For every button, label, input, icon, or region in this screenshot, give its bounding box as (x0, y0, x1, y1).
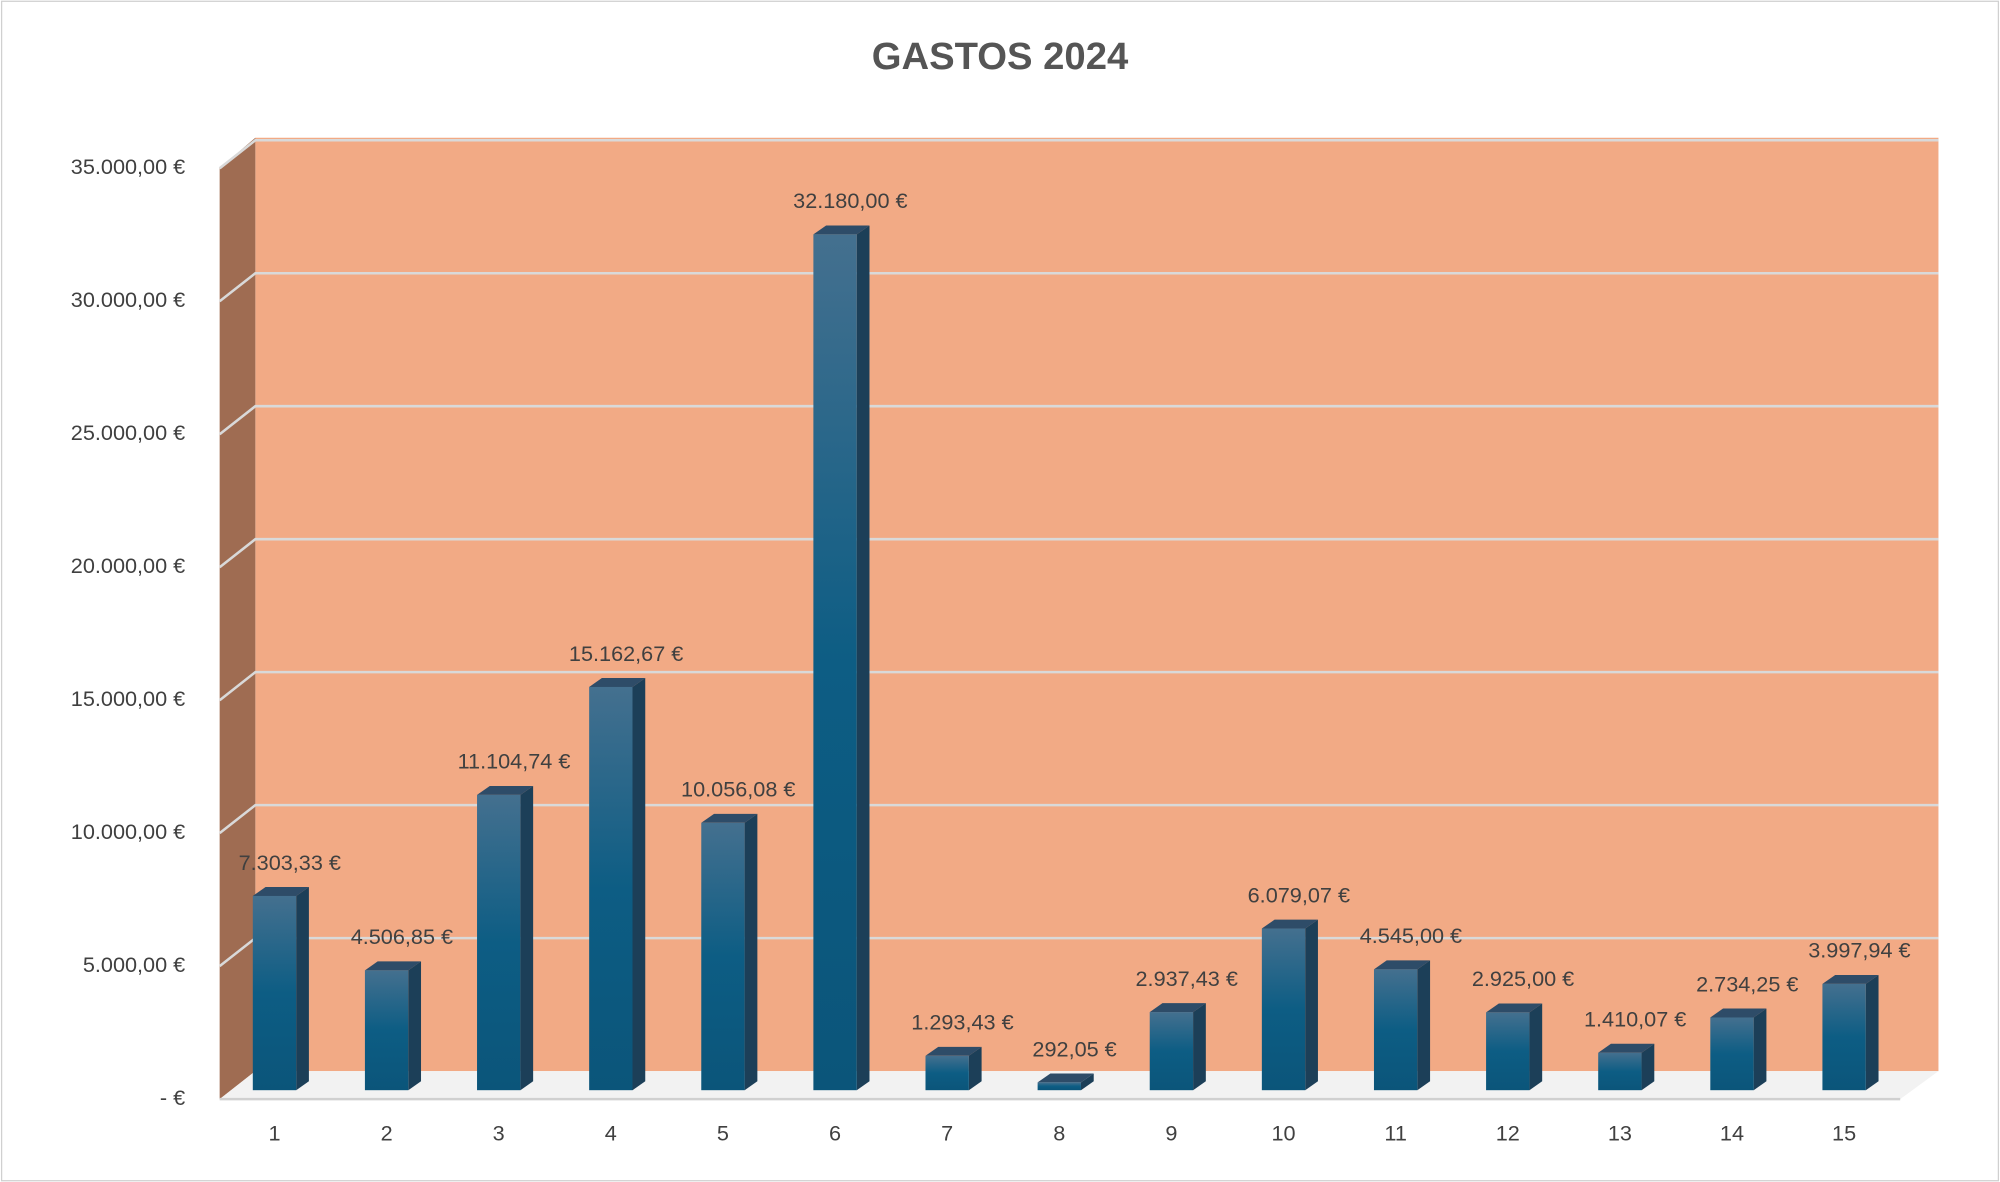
value-label: 10.056,08 € (681, 777, 795, 802)
bar-side (632, 678, 646, 1091)
bar-top (252, 887, 309, 896)
x-tick-label: 12 (1496, 1121, 1520, 1146)
bar-side (1305, 919, 1318, 1091)
x-tick-label: 11 (1384, 1121, 1406, 1146)
bar (813, 234, 857, 1091)
x-tick-label: 13 (1608, 1121, 1632, 1146)
bar-side (520, 785, 534, 1091)
bar-side (968, 1046, 982, 1091)
bar-side (1080, 1073, 1094, 1091)
x-tick-label: 7 (941, 1121, 953, 1146)
value-label: 7.303,33 € (239, 850, 341, 875)
bar-top (364, 961, 422, 971)
bar (589, 686, 633, 1091)
bar-top (1261, 919, 1318, 929)
bar-top (589, 678, 646, 687)
bar (701, 822, 745, 1091)
grid-line (218, 670, 1939, 702)
grid-line (218, 271, 1939, 303)
bar (1261, 928, 1306, 1091)
x-tick-label: 3 (493, 1121, 505, 1146)
value-label: 1.410,07 € (1584, 1007, 1686, 1032)
y-tick-label: 5.000,00 € (83, 952, 185, 977)
y-tick-label: 10.000,00 € (71, 819, 185, 844)
bar-top (1373, 960, 1431, 970)
bar-side (1529, 1003, 1543, 1091)
chart-title: GASTOS 2024 (872, 35, 1129, 78)
x-tick-label: 6 (829, 1121, 841, 1146)
bar (477, 794, 521, 1091)
x-tick-label: 9 (1165, 1121, 1177, 1146)
grid-line (218, 404, 1939, 436)
bar (1710, 1017, 1754, 1091)
bar (364, 970, 409, 1091)
value-label: 11.104,74 € (458, 749, 571, 774)
bar-side (1865, 974, 1879, 1091)
bar-top (925, 1046, 982, 1056)
bar-side (856, 225, 870, 1091)
y-tick-label: 30.000,00 € (71, 287, 185, 312)
bar-side (1641, 1043, 1655, 1091)
bar-top (813, 225, 870, 235)
x-tick-label: 10 (1271, 1121, 1295, 1146)
y-tick-label: 35.000,00 € (71, 154, 185, 179)
value-label: 32.180,00 € (793, 188, 907, 213)
bar-side (1193, 1003, 1206, 1091)
x-tick-label: 4 (605, 1121, 617, 1146)
bar-side (1753, 1008, 1767, 1091)
value-label: 2.734,25 € (1696, 971, 1798, 996)
value-label: 1.293,43 € (911, 1010, 1013, 1035)
value-label: 4.506,85 € (351, 924, 453, 949)
y-tick-label: 20.000,00 € (71, 553, 185, 578)
bar-top (1149, 1003, 1206, 1013)
grid-line (218, 537, 1939, 569)
bar (1822, 983, 1866, 1091)
x-tick-label: 8 (1053, 1121, 1065, 1146)
value-label: 2.937,43 € (1136, 966, 1238, 991)
bar-top (1822, 974, 1879, 984)
bar-top (1037, 1073, 1094, 1083)
value-label: 6.079,07 € (1248, 882, 1350, 907)
bar-top (1710, 1008, 1767, 1018)
bar-side (744, 813, 758, 1091)
value-label: 4.545,00 € (1360, 923, 1462, 948)
bar (1037, 1082, 1081, 1091)
grid-line (218, 803, 1939, 835)
bar-top (701, 813, 758, 823)
x-tick-label: 1 (268, 1121, 280, 1146)
x-tick-label: 5 (717, 1121, 729, 1146)
bar-top (1598, 1043, 1655, 1053)
y-tick-label: 15.000,00 € (71, 686, 185, 711)
bar-side (1417, 960, 1431, 1091)
bar-side (296, 887, 309, 1091)
y-tick-label: 25.000,00 € (71, 420, 185, 445)
x-tick-label: 2 (381, 1121, 393, 1146)
x-tick-label: 15 (1832, 1121, 1856, 1146)
back-wall (255, 137, 1939, 1072)
value-label: 292,05 € (1032, 1036, 1116, 1061)
bar (925, 1055, 969, 1091)
bar-side (408, 961, 422, 1091)
value-label: 2.925,00 € (1472, 966, 1574, 991)
x-tick-label: 14 (1720, 1121, 1744, 1146)
bar (252, 895, 297, 1091)
bar (1486, 1012, 1530, 1091)
bar (1149, 1012, 1194, 1091)
bar-top (477, 785, 534, 795)
side-wall (219, 137, 256, 1100)
bar (1373, 969, 1418, 1091)
bar (1598, 1052, 1642, 1091)
value-label: 3.997,94 € (1808, 938, 1910, 963)
bar-top (1486, 1003, 1543, 1013)
grid-line (218, 138, 1939, 170)
y-tick-label: - € (160, 1085, 185, 1110)
value-label: 15.162,67 € (569, 641, 683, 666)
